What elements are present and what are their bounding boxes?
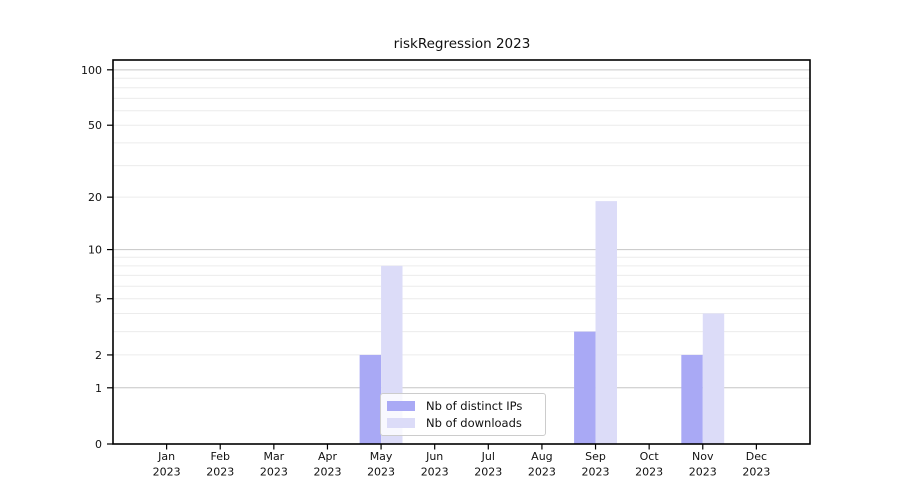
x-tick-label: Jun 2023	[421, 450, 449, 479]
y-tick-label: 10	[88, 244, 102, 257]
bar-distinct-ips	[574, 331, 596, 444]
x-tick-label: Jan 2023	[153, 450, 181, 479]
bar-downloads	[595, 201, 617, 444]
legend-swatch-distinct-ips	[387, 401, 415, 411]
x-tick-label: Feb 2023	[206, 450, 234, 479]
x-tick-label: Mar 2023	[260, 450, 288, 479]
y-tick-label: 0	[95, 438, 102, 451]
x-tick-label: Oct 2023	[635, 450, 663, 479]
legend-item-downloads: Nb of downloads	[387, 416, 539, 430]
y-tick-label: 2	[95, 349, 102, 362]
x-tick-label: Nov 2023	[689, 450, 717, 479]
legend-swatch-downloads	[387, 418, 415, 428]
x-tick-label: Aug 2023	[528, 450, 556, 479]
x-tick-label: Apr 2023	[313, 450, 341, 479]
legend-label-downloads: Nb of downloads	[426, 416, 522, 430]
y-tick-label: 5	[95, 293, 102, 306]
y-tick-label: 50	[88, 119, 102, 132]
bar-distinct-ips	[681, 354, 703, 444]
y-tick-label: 1	[95, 382, 102, 395]
bar-downloads	[702, 313, 725, 444]
legend-item-distinct-ips: Nb of distinct IPs	[387, 399, 539, 413]
y-tick-label: 20	[88, 191, 102, 204]
x-tick-label: Sep 2023	[582, 450, 610, 479]
x-tick-label: Dec 2023	[742, 450, 770, 479]
legend-label-distinct-ips: Nb of distinct IPs	[426, 399, 523, 413]
chart-title: riskRegression 2023	[393, 36, 531, 52]
plot-border	[112, 59, 811, 445]
x-tick-label: May 2023	[367, 450, 395, 479]
legend: Nb of distinct IPs Nb of downloads	[380, 393, 546, 436]
x-tick-label: Jul 2023	[474, 450, 502, 479]
bar-distinct-ips	[359, 354, 382, 444]
y-tick-label: 100	[81, 64, 102, 77]
